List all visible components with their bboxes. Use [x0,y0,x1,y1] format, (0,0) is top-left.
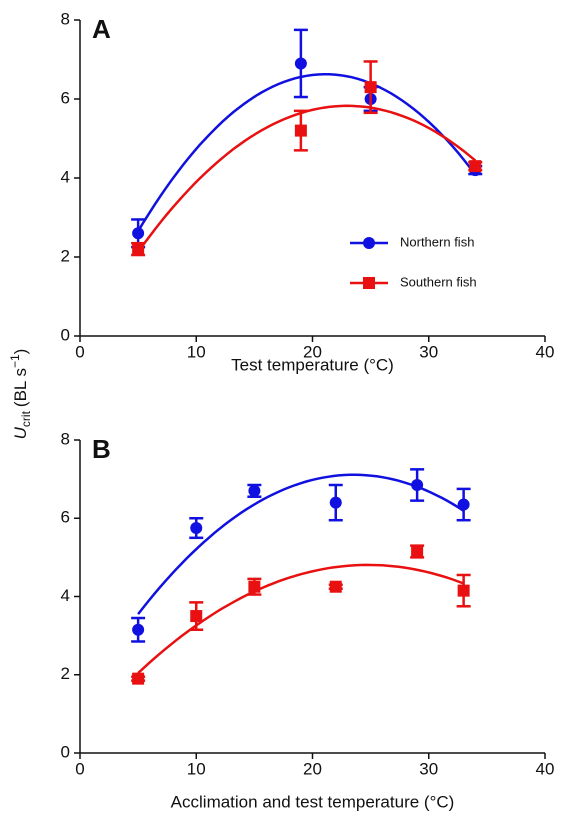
fit-curve [137,473,465,615]
x-tick-label: 20 [303,759,322,778]
y-label-subscript: crit [19,410,33,427]
x-axis-label: Acclimation and test temperature (°C) [171,792,455,811]
x-tick-label: 0 [75,342,84,361]
fit-curve [137,72,477,232]
y-tick-label: 6 [61,88,70,107]
data-point [294,124,307,137]
x-tick-label: 30 [419,342,438,361]
y-tick-label: 2 [61,664,70,683]
y-axis-label: Ucrit (BL s−1) [8,349,33,440]
y-label-close: ) [11,349,30,355]
x-tick-label: 30 [419,759,438,778]
legend-label: Northern fish [400,234,474,249]
y-tick-label: 4 [61,586,70,605]
panel-label: B [92,434,111,464]
data-point [132,623,145,636]
data-point [457,498,470,511]
data-point [294,57,307,70]
data-point [469,160,482,173]
x-tick-label: 40 [536,759,555,778]
data-point [329,496,342,509]
legend-marker [363,277,375,289]
y-tick-label: 8 [61,429,70,448]
y-tick-label: 0 [61,325,70,344]
panel-label: A [92,14,111,44]
data-point [457,584,470,597]
data-point [411,545,424,558]
data-point [132,243,145,256]
y-label-symbol: U [11,426,30,439]
y-tick-label: 4 [61,167,70,186]
data-point [190,522,203,535]
x-axis-label: Test temperature (°C) [231,355,394,374]
x-tick-label: 40 [536,342,555,361]
x-tick-label: 20 [303,342,322,361]
y-label-superscript: −1 [8,354,22,368]
y-label-unit: (BL s [11,368,30,407]
y-tick-label: 0 [61,742,70,761]
data-point [248,580,261,593]
fit-curve [137,563,465,675]
x-tick-label: 10 [187,342,206,361]
x-tick-label: 0 [75,759,84,778]
data-point [132,227,145,240]
x-tick-label: 10 [187,759,206,778]
data-point [364,81,377,94]
y-tick-label: 2 [61,246,70,265]
y-tick-label: 6 [61,508,70,527]
y-tick-label: 8 [61,9,70,28]
data-point [329,580,342,593]
legend-label: Southern fish [400,274,477,289]
data-point [411,478,424,491]
legend-marker [363,237,375,249]
data-point [248,484,261,497]
data-point [190,610,203,623]
data-point [132,672,145,685]
